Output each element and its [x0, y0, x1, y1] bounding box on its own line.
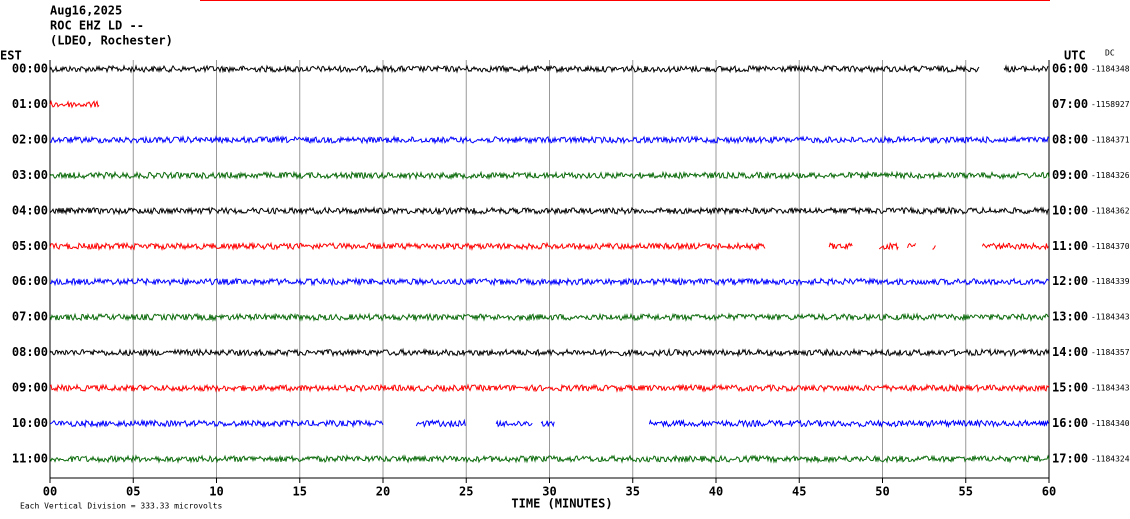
trace [932, 245, 936, 250]
dc-offset: -1184362 [1091, 206, 1130, 215]
dc-offset: -1184348 [1091, 65, 1130, 74]
station: ROC EHZ LD -- [50, 19, 144, 33]
trace [49, 276, 1050, 287]
utc-time: 14:00 [1052, 345, 1088, 359]
network: (LDEO, Rochester) [50, 34, 173, 48]
dc-offset: -1184343 [1091, 313, 1130, 322]
trace [49, 241, 766, 252]
est-time: 02:00 [12, 132, 48, 146]
dc-offset: -1184326 [1091, 171, 1130, 180]
x-tick-label: 20 [376, 485, 390, 499]
utc-time: 15:00 [1052, 381, 1088, 395]
x-tick-label: 15 [293, 485, 307, 499]
trace [828, 242, 853, 251]
trace [878, 242, 899, 251]
est-time: 11:00 [12, 451, 48, 465]
trace [49, 418, 384, 429]
x-tick-label: 50 [875, 485, 889, 499]
dc-offset: -1184324 [1091, 454, 1130, 463]
trace [49, 170, 1050, 181]
dc-label: DC [1105, 49, 1115, 58]
trace [415, 418, 466, 429]
x-tick-label: 60 [1042, 485, 1056, 499]
trace [907, 243, 916, 249]
utc-time: 07:00 [1052, 97, 1088, 111]
x-tick-label: 00 [43, 485, 57, 499]
date: Aug16,2025 [50, 4, 122, 18]
x-tick-label: 25 [459, 485, 473, 499]
trace [49, 312, 1050, 323]
trace [49, 347, 1050, 358]
utc-time: 17:00 [1052, 451, 1088, 465]
trace [49, 206, 1050, 216]
trace [495, 419, 533, 428]
footer: Each Vertical Division = 333.33 microvol… [20, 502, 222, 511]
x-tick-label: 35 [626, 485, 640, 499]
trace [49, 99, 100, 109]
trace [981, 241, 1049, 251]
est-time: 06:00 [12, 274, 48, 288]
x-axis-label: TIME (MINUTES) [511, 497, 612, 511]
dc-offset: -1184357 [1091, 348, 1130, 357]
utc-time: 11:00 [1052, 239, 1088, 253]
utc-time: 12:00 [1052, 274, 1088, 288]
trace [49, 135, 1050, 145]
utc-time: 16:00 [1052, 416, 1088, 430]
x-tick-label: 55 [959, 485, 973, 499]
dc-offset: -1184340 [1091, 419, 1130, 428]
utc-time: 09:00 [1052, 168, 1088, 182]
est-time: 01:00 [12, 97, 48, 111]
trace [49, 383, 1050, 393]
est-time: 08:00 [12, 345, 48, 359]
utc-time: 10:00 [1052, 203, 1088, 217]
utc-time: 06:00 [1052, 62, 1088, 76]
utc-time: 08:00 [1052, 132, 1088, 146]
est-label: EST [0, 49, 22, 63]
dc-offset: -1184371 [1091, 135, 1130, 144]
dc-offset: -1184339 [1091, 277, 1130, 286]
est-time: 04:00 [12, 203, 48, 217]
utc-label: UTC [1064, 49, 1086, 63]
trace [540, 420, 555, 428]
est-time: 05:00 [12, 239, 48, 253]
x-tick-label: 30 [542, 485, 556, 499]
est-time: 03:00 [12, 168, 48, 182]
x-tick-label: 10 [209, 485, 223, 499]
x-tick-label: 40 [709, 485, 723, 499]
est-time: 00:00 [12, 62, 48, 76]
est-time: 09:00 [12, 381, 48, 395]
est-time: 10:00 [12, 416, 48, 430]
est-time: 07:00 [12, 310, 48, 324]
x-tick-label: 45 [792, 485, 806, 499]
x-tick-label: 05 [126, 485, 140, 499]
trace [1003, 64, 1049, 73]
utc-time: 13:00 [1052, 310, 1088, 324]
dc-offset: -1184343 [1091, 384, 1130, 393]
trace [49, 64, 980, 74]
dc-offset: -1158927 [1091, 100, 1130, 109]
trace [49, 454, 1050, 464]
dc-offset: -1184370 [1091, 242, 1130, 251]
trace [648, 418, 1049, 429]
